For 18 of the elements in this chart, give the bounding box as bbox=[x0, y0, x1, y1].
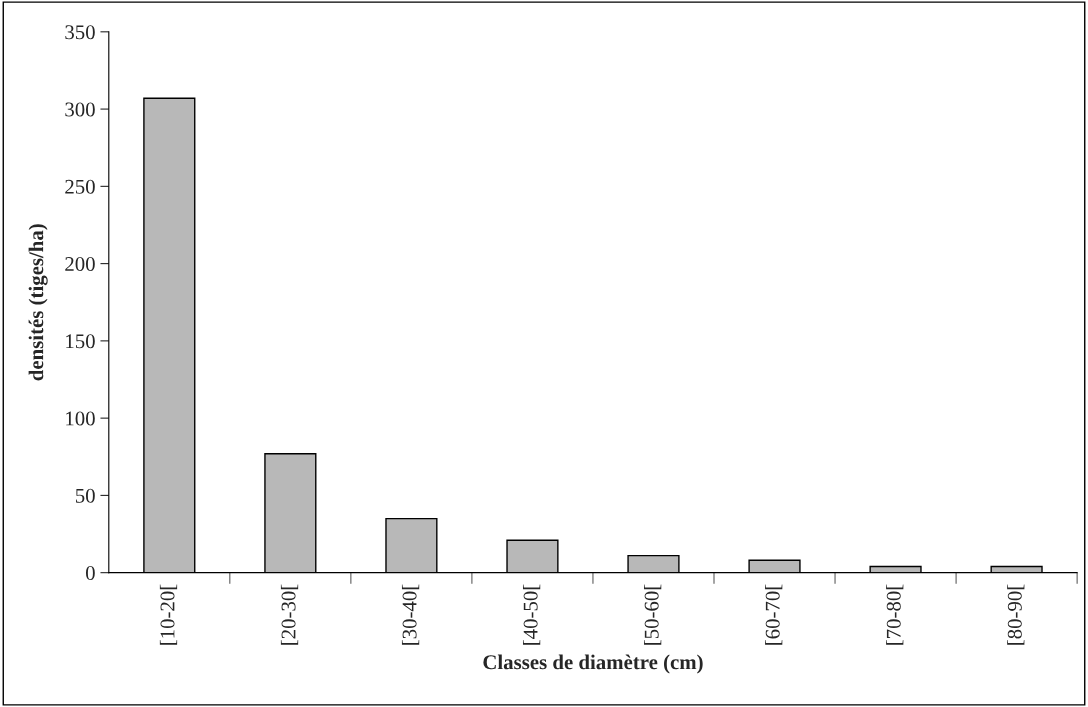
x-tick-label: [40-50[ bbox=[522, 584, 541, 645]
x-tick-label: [50-60[ bbox=[644, 584, 662, 645]
y-tick-label: 100 bbox=[66, 411, 95, 426]
y-tick-label: 350 bbox=[65, 25, 95, 40]
x-tick-label: [10-20[ bbox=[159, 584, 178, 645]
y-axis-title: densités (tiges/ha) bbox=[28, 224, 48, 381]
y-tick-label: 250 bbox=[65, 179, 95, 194]
y-tick-label: 300 bbox=[65, 102, 95, 117]
y-tick-label: 0 bbox=[85, 566, 95, 581]
x-tick-label: [60-70[ bbox=[765, 584, 783, 645]
y-tick-label: 50 bbox=[75, 488, 95, 503]
x-axis-title: Classes de diamètre (cm) bbox=[483, 654, 703, 674]
x-tick-label: [20-30[ bbox=[280, 584, 299, 645]
x-tick-label: [30-40[ bbox=[401, 584, 420, 645]
y-tick-label: 150 bbox=[66, 334, 95, 349]
x-tick-label: [70-80[ bbox=[886, 584, 904, 645]
y-tick-label: 200 bbox=[65, 256, 95, 272]
x-tick-label: [80-90[ bbox=[1007, 584, 1025, 645]
